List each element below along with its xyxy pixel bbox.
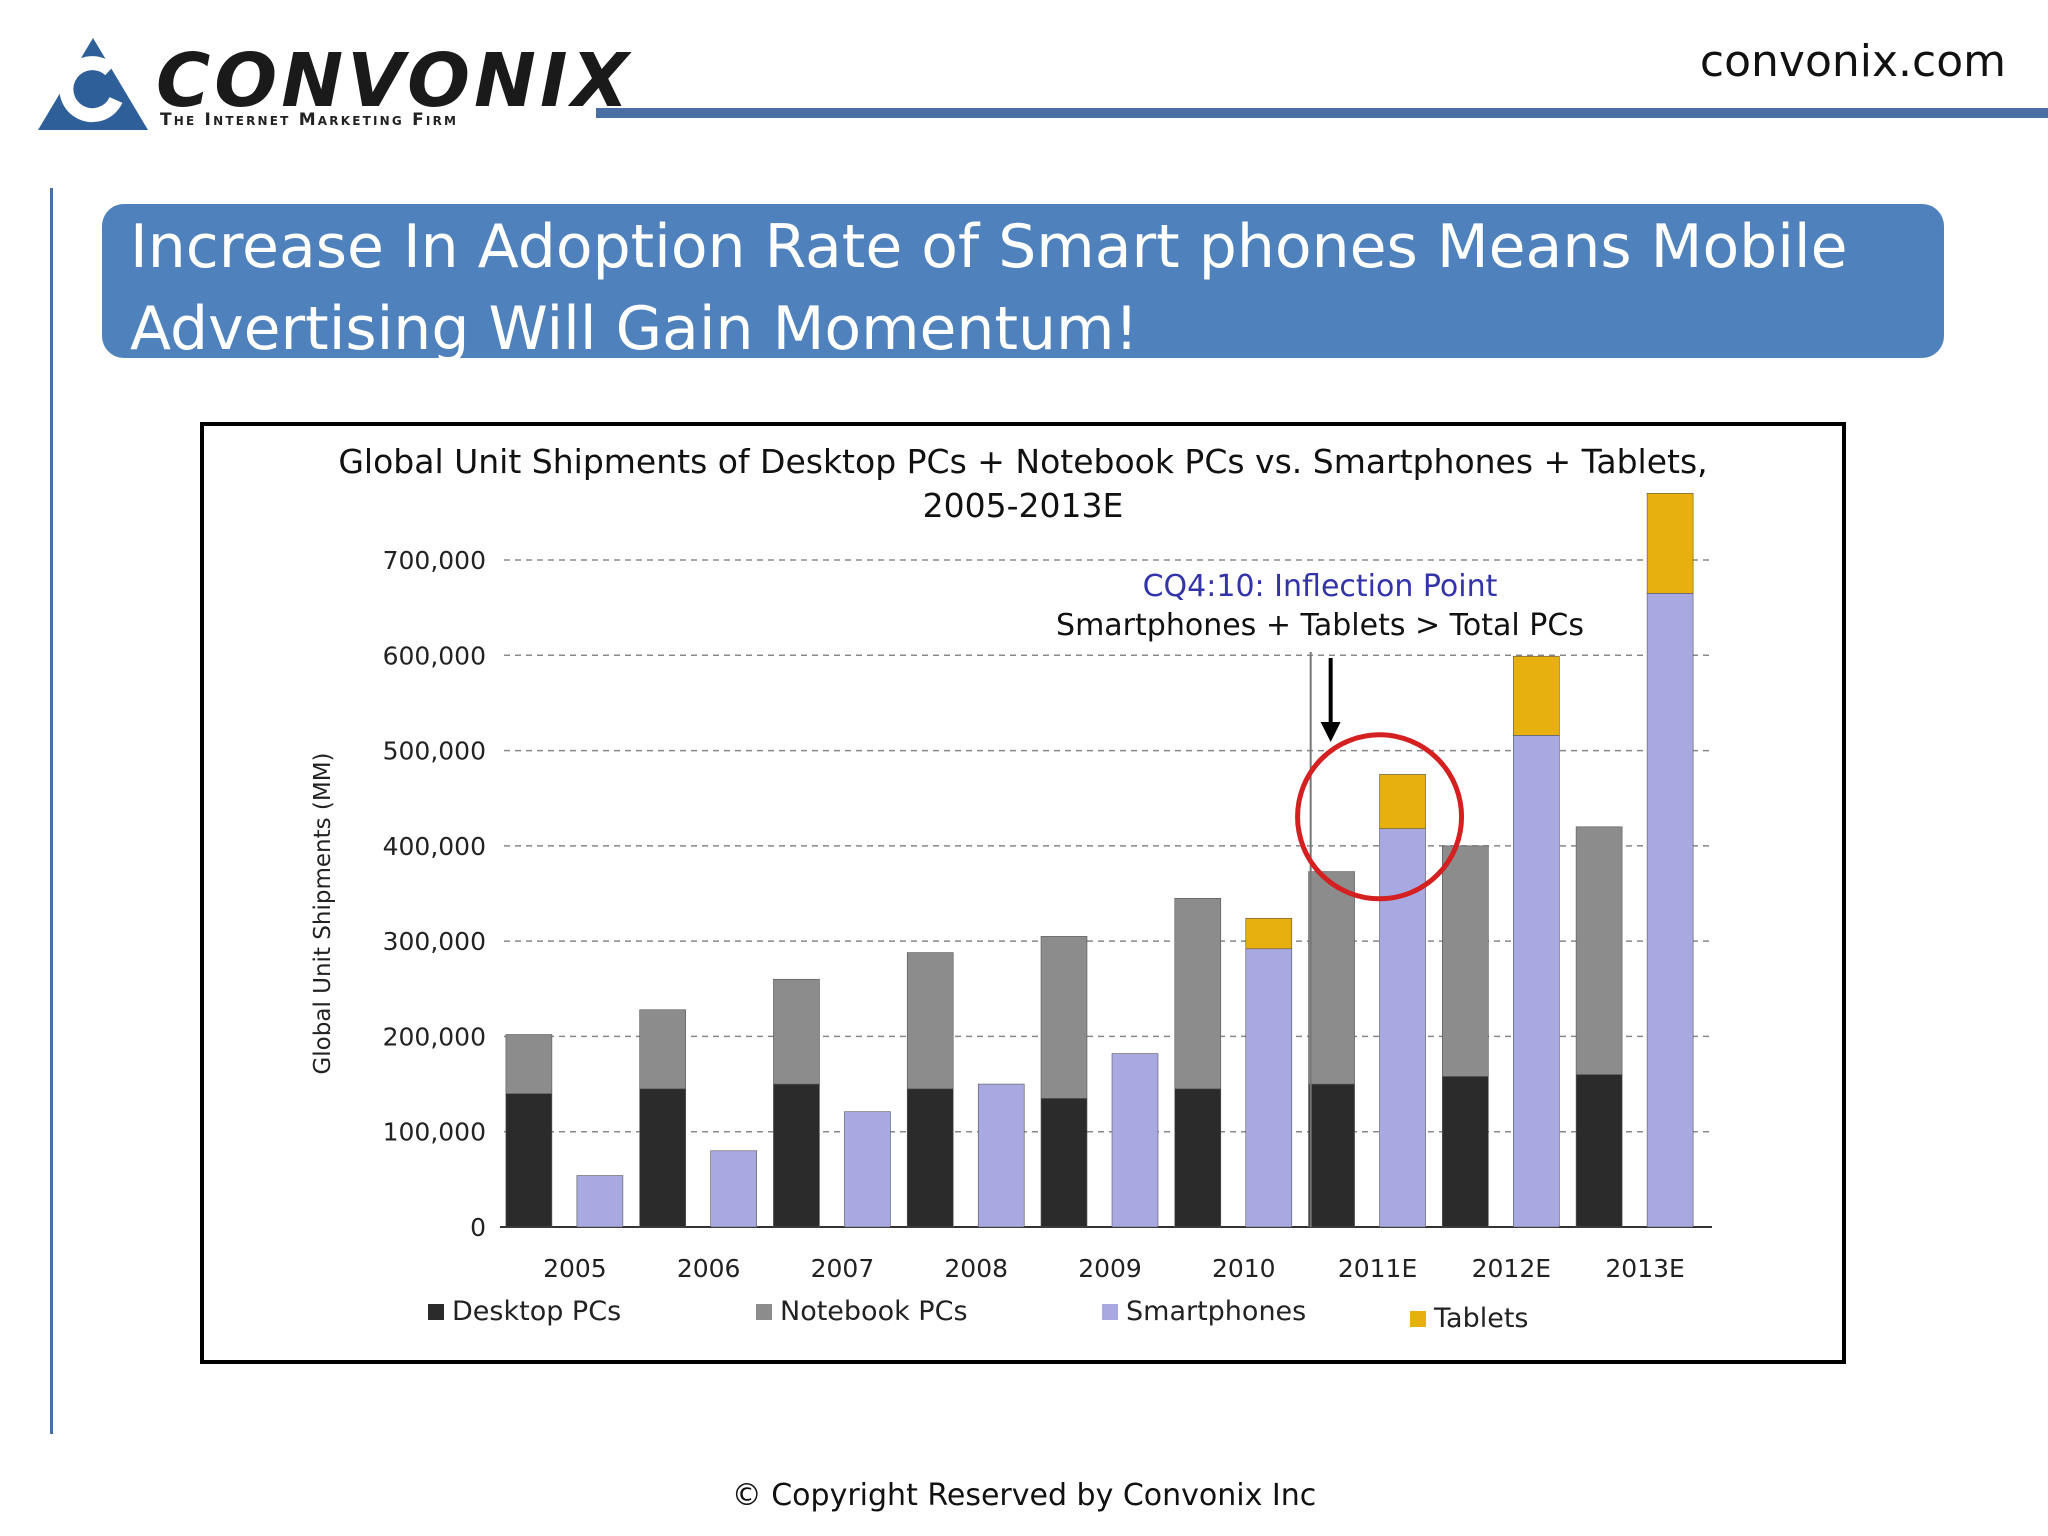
bar-desktop-pcs: [1575, 1074, 1623, 1228]
bar-notebook-pcs: [1442, 845, 1489, 1077]
chart-plot: 0 100,000 200,000 300,000 400,000 500,000 600,…: [310, 493, 1712, 1334]
legend-swatch: [428, 1304, 444, 1320]
bar-smartphones: [1646, 593, 1694, 1228]
highlight-circle: [1295, 732, 1465, 902]
logo-tagline: The Internet Marketing Firm: [160, 110, 459, 130]
bar-tablets: [1513, 655, 1560, 736]
x-tick-label: 2007: [811, 1254, 875, 1283]
x-tick-label: 2012E: [1472, 1254, 1551, 1283]
bar-tablets: [1646, 493, 1694, 594]
header-rule: [596, 108, 2048, 118]
bar-smartphones: [576, 1175, 624, 1228]
logo-wordmark: CONVONIX: [156, 38, 633, 124]
bar-notebook-pcs: [1040, 936, 1088, 1099]
bar-smartphones: [1245, 948, 1293, 1228]
y-axis-title: Global Unit Shipments (MM): [310, 752, 336, 1074]
slide-title-line1: Increase In Adoption Rate of Smart phone…: [130, 212, 1848, 282]
x-tick-label: 2009: [1078, 1254, 1142, 1283]
bar-desktop-pcs: [639, 1088, 686, 1228]
convonix-logo: CONVONIX The Internet Marketing Firm: [38, 38, 629, 138]
bar-smartphones: [1111, 1053, 1159, 1228]
x-tick-label: 2013E: [1605, 1254, 1684, 1283]
left-rule: [50, 188, 53, 1434]
bar-notebook-pcs: [773, 978, 820, 1085]
bar-desktop-pcs: [773, 1083, 820, 1228]
arrow-head-icon: [1320, 722, 1341, 742]
slide-title-line2: Advertising Will Gain Momentum!: [130, 294, 1139, 364]
slide-title: Increase In Adoption Rate of Smart phone…: [130, 206, 1920, 370]
legend-swatch: [1410, 1311, 1426, 1327]
annotation-line1: CQ4:10: Inflection Point: [1143, 569, 1498, 604]
bar-tablets: [1379, 774, 1426, 830]
y-tick-label: 400,000: [383, 832, 486, 861]
bar-desktop-pcs: [505, 1093, 553, 1228]
site-url[interactable]: convonix.com: [1699, 36, 2006, 87]
chart-title-line1: Global Unit Shipments of Desktop PCs + N…: [338, 442, 1708, 481]
bar-desktop-pcs: [906, 1088, 954, 1228]
bar-smartphones: [710, 1150, 757, 1228]
bar-notebook-pcs: [906, 952, 954, 1090]
bar-tablets: [1245, 917, 1293, 950]
annotation-line2: Smartphones + Tablets > Total PCs: [1056, 608, 1584, 643]
bar-desktop-pcs: [1174, 1088, 1222, 1228]
logo-triangle-icon: [38, 38, 148, 130]
y-tick-label: 600,000: [383, 641, 486, 670]
x-tick-label: 2011E: [1338, 1254, 1417, 1283]
y-tick-label: 200,000: [383, 1022, 486, 1051]
slide-title-box: [102, 204, 1944, 358]
bar-notebook-pcs: [1575, 826, 1623, 1075]
bar-desktop-pcs: [1040, 1098, 1088, 1228]
x-tick-label: 2005: [543, 1254, 607, 1283]
y-tick-label: 500,000: [383, 737, 486, 766]
y-tick-label: 0: [470, 1213, 486, 1242]
legend-label: Desktop PCs: [452, 1296, 621, 1327]
bar-desktop-pcs: [1442, 1076, 1489, 1228]
x-tick-label: 2006: [677, 1254, 741, 1283]
y-tick-label: 300,000: [383, 927, 486, 956]
bar-desktop-pcs: [1308, 1083, 1355, 1228]
legend-label: Smartphones: [1126, 1296, 1306, 1327]
bar-notebook-pcs: [639, 1009, 686, 1090]
x-tick-label: 2010: [1212, 1254, 1276, 1283]
bar-notebook-pcs: [1308, 871, 1355, 1085]
legend-label: Tablets: [1433, 1303, 1528, 1334]
x-tick-label: 2008: [944, 1254, 1008, 1283]
y-tick-label: 700,000: [383, 546, 486, 575]
bar-notebook-pcs: [1174, 897, 1222, 1090]
copyright-text: © Copyright Reserved by Convonix Inc: [731, 1478, 1317, 1513]
bar-smartphones: [844, 1111, 891, 1228]
bar-smartphones: [977, 1083, 1025, 1228]
y-tick-label: 100,000: [383, 1118, 486, 1147]
chart-title: Global Unit Shipments of Desktop PCs + N…: [200, 440, 1846, 528]
bar-smartphones: [1513, 735, 1560, 1228]
bar-notebook-pcs: [505, 1034, 553, 1094]
legend-swatch: [756, 1304, 772, 1320]
legend-swatch: [1102, 1304, 1118, 1320]
legend-label: Notebook PCs: [780, 1296, 968, 1327]
chart-title-line2: 2005-2013E: [922, 486, 1124, 525]
